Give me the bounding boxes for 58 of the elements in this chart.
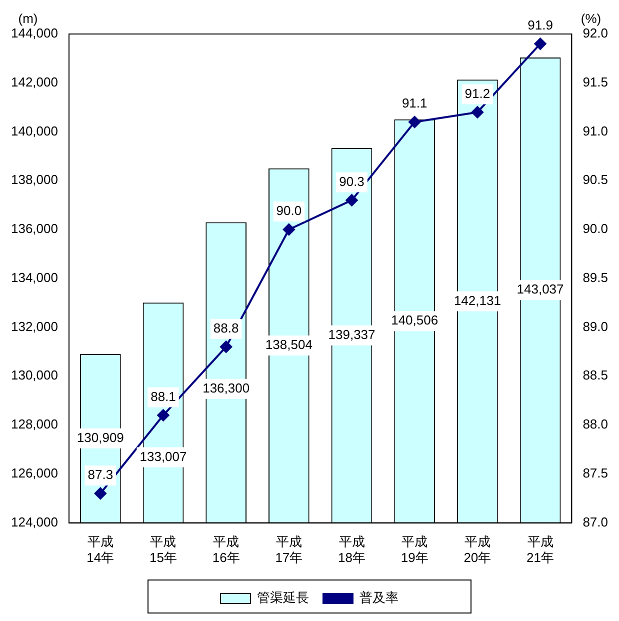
y-axis-title: (m) [18, 11, 38, 26]
y-tick-label: 142,000 [10, 74, 58, 90]
y-tick-label: 136,000 [10, 221, 58, 236]
data-label: 136,300 [202, 380, 250, 396]
y-tick-label: 144,000 [10, 26, 58, 41]
data-label: 87.3 [88, 467, 114, 482]
y-tick-label: 124,000 [10, 514, 58, 530]
x-tick-label: 平成 20年 [464, 534, 492, 565]
data-label: 91.2 [464, 86, 490, 101]
point [94, 487, 106, 500]
point [534, 38, 546, 50]
data-label: 130,909 [76, 430, 124, 445]
x-tick-label: 平成 17年 [275, 534, 303, 565]
point [157, 409, 170, 422]
y2-tick-label: 89.0 [582, 318, 608, 334]
data-label: 142,131 [454, 292, 501, 308]
data-label: 88.1 [150, 388, 176, 404]
data-label: 139,337 [328, 326, 376, 342]
y-tick-label: 130,000 [10, 368, 58, 383]
y-tick-label: 134,000 [10, 270, 58, 285]
point [346, 194, 358, 206]
y2-tick-label: 87.0 [582, 514, 608, 530]
y2-tick-label: 91.5 [582, 74, 608, 90]
data-label: 138,504 [265, 337, 312, 352]
data-label: 133,007 [140, 448, 187, 464]
y2-tick-label: 91.0 [582, 123, 608, 138]
data-label: 88.8 [213, 320, 239, 336]
x-tick-label: 平成 18年 [338, 534, 366, 565]
y2-tick-label: 87.5 [582, 466, 608, 480]
y-tick-label: 132,000 [10, 318, 58, 334]
point [220, 340, 232, 353]
x-tick-label: 平成 14年 [86, 534, 114, 565]
y2-tick-label: 88.0 [582, 416, 608, 432]
data-label: 91.9 [528, 17, 553, 32]
data-label: 90.3 [339, 174, 364, 189]
y-tick-label: 128,000 [10, 416, 58, 432]
y2-axis-title: (%) [580, 11, 602, 26]
data-label: 90.0 [276, 203, 302, 218]
x-tick-label: 平成 19年 [400, 534, 428, 565]
point [408, 116, 421, 128]
y2-tick-label: 90.0 [582, 221, 608, 236]
y2-tick-label: 90.5 [582, 172, 608, 188]
legend-label: 管渠延長 [257, 590, 309, 606]
legend-label: 普及率 [360, 590, 398, 606]
y2-tick-label: 92.0 [582, 26, 608, 41]
y-tick-label: 126,000 [10, 466, 58, 480]
data-label: 140,506 [391, 312, 438, 328]
point [282, 224, 295, 236]
y-tick-label: 138,000 [10, 172, 58, 188]
y2-tick-label: 88.5 [582, 368, 608, 383]
data-label: 91.1 [402, 96, 428, 111]
data-label: 143,037 [516, 282, 564, 297]
x-tick-label: 平成 21年 [526, 534, 554, 565]
y2-tick-label: 89.5 [582, 270, 608, 285]
x-tick-label: 平成 16年 [212, 534, 240, 565]
point [471, 106, 484, 118]
x-tick-label: 平成 15年 [150, 534, 177, 565]
y-tick-label: 140,000 [10, 123, 58, 138]
